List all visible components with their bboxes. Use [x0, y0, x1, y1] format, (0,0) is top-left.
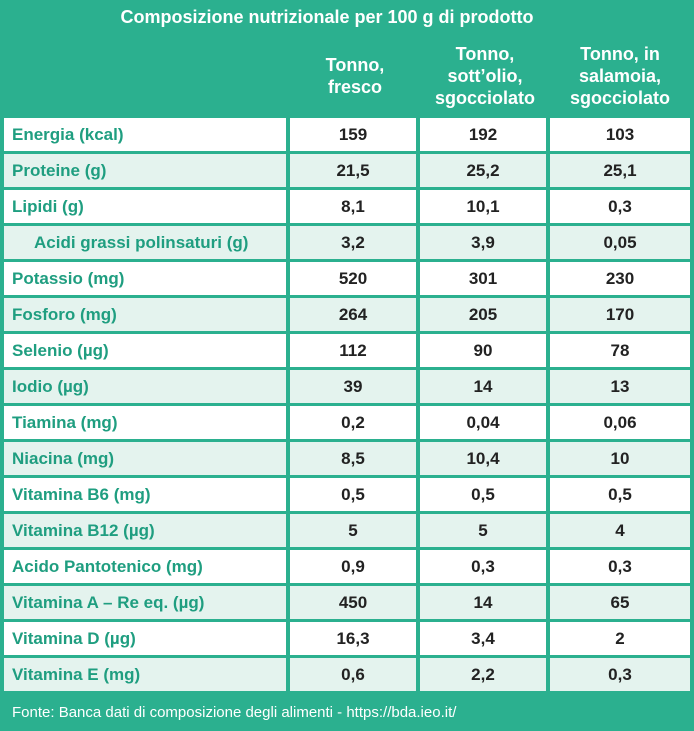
row-label: Vitamina E (mg)	[4, 658, 286, 691]
table-cell: 0,5	[290, 478, 416, 511]
column-header-tonno-salamoia: Tonno, in salamoia, sgocciolato	[550, 38, 690, 114]
table-row: Selenio (µg) 112 90 78	[0, 334, 694, 370]
row-label: Selenio (µg)	[4, 334, 286, 367]
table-cell: 159	[290, 118, 416, 151]
table-row: Acido Pantotenico (mg) 0,9 0,3 0,3	[0, 550, 694, 586]
table-cell: 0,3	[550, 190, 690, 223]
table-cell: 21,5	[290, 154, 416, 187]
table-cell: 78	[550, 334, 690, 367]
table-row: Acidi grassi polinsaturi (g) 3,2 3,9 0,05	[0, 226, 694, 262]
table-cell: 8,5	[290, 442, 416, 475]
table-row: Vitamina B6 (mg) 0,5 0,5 0,5	[0, 478, 694, 514]
table-cell: 450	[290, 586, 416, 619]
table-cell: 5	[420, 514, 546, 547]
table-cell: 112	[290, 334, 416, 367]
table-row: Iodio (µg) 39 14 13	[0, 370, 694, 406]
table-cell: 230	[550, 262, 690, 295]
table-row: Lipidi (g) 8,1 10,1 0,3	[0, 190, 694, 226]
table-row: Energia (kcal) 159 192 103	[0, 118, 694, 154]
table-cell: 0,3	[420, 550, 546, 583]
table-row: Niacina (mg) 8,5 10,4 10	[0, 442, 694, 478]
table-cell: 4	[550, 514, 690, 547]
column-header-tonno-sottolio: Tonno, sott’olio, sgocciolato	[420, 38, 550, 114]
row-label: Lipidi (g)	[4, 190, 286, 223]
table-row: Tiamina (mg) 0,2 0,04 0,06	[0, 406, 694, 442]
source-footnote: Fonte: Banca dati di composizione degli …	[12, 703, 457, 721]
table-cell: 0,04	[420, 406, 546, 439]
table-cell: 0,06	[550, 406, 690, 439]
table-cell: 16,3	[290, 622, 416, 655]
table-title: Composizione nutrizionale per 100 g di p…	[120, 6, 534, 27]
row-label: Energia (kcal)	[4, 118, 286, 151]
table-row: Vitamina A – Re eq. (µg) 450 14 65	[0, 586, 694, 622]
table-cell: 0,5	[420, 478, 546, 511]
table-cell: 65	[550, 586, 690, 619]
row-label: Tiamina (mg)	[4, 406, 286, 439]
table-cell: 0,2	[290, 406, 416, 439]
table-cell: 520	[290, 262, 416, 295]
row-label: Acido Pantotenico (mg)	[4, 550, 286, 583]
table-cell: 0,5	[550, 478, 690, 511]
table-cell: 192	[420, 118, 546, 151]
table-cell: 25,1	[550, 154, 690, 187]
table-cell: 264	[290, 298, 416, 331]
row-label: Vitamina B6 (mg)	[4, 478, 286, 511]
table-cell: 25,2	[420, 154, 546, 187]
table-cell: 10,1	[420, 190, 546, 223]
table-cell: 205	[420, 298, 546, 331]
table-cell: 103	[550, 118, 690, 151]
table-cell: 13	[550, 370, 690, 403]
table-cell: 0,3	[550, 658, 690, 691]
table-cell: 8,1	[290, 190, 416, 223]
table-cell: 10,4	[420, 442, 546, 475]
table-cell: 5	[290, 514, 416, 547]
column-header-tonno-fresco: Tonno, fresco	[290, 38, 420, 114]
table-row: Potassio (mg) 520 301 230	[0, 262, 694, 298]
row-label: Proteine (g)	[4, 154, 286, 187]
table-cell: 3,4	[420, 622, 546, 655]
row-label: Vitamina D (µg)	[4, 622, 286, 655]
table-row: Vitamina B12 (µg) 5 5 4	[0, 514, 694, 550]
table-cell: 10	[550, 442, 690, 475]
table-cell: 90	[420, 334, 546, 367]
table-row: Fosforo (mg) 264 205 170	[0, 298, 694, 334]
table-cell: 2	[550, 622, 690, 655]
table-cell: 3,2	[290, 226, 416, 259]
row-label: Vitamina B12 (µg)	[4, 514, 286, 547]
table-row: Vitamina D (µg) 16,3 3,4 2	[0, 622, 694, 658]
row-label: Niacina (mg)	[4, 442, 286, 475]
row-label: Fosforo (mg)	[4, 298, 286, 331]
column-header-label: Tonno, sott’olio, sgocciolato	[434, 44, 536, 108]
row-label: Potassio (mg)	[4, 262, 286, 295]
row-label: Acidi grassi polinsaturi (g)	[4, 226, 286, 259]
column-header-label: Tonno, in salamoia, sgocciolato	[569, 44, 671, 108]
table-cell: 170	[550, 298, 690, 331]
table-cell: 0,9	[290, 550, 416, 583]
table-cell: 14	[420, 370, 546, 403]
column-header-label: Tonno, fresco	[325, 55, 385, 97]
table-cell: 3,9	[420, 226, 546, 259]
table-cell: 301	[420, 262, 546, 295]
table-cell: 39	[290, 370, 416, 403]
table-row: Proteine (g) 21,5 25,2 25,1	[0, 154, 694, 190]
table-cell: 0,05	[550, 226, 690, 259]
table-row: Vitamina E (mg) 0,6 2,2 0,3	[0, 658, 694, 694]
table-cell: 2,2	[420, 658, 546, 691]
table-cell: 0,6	[290, 658, 416, 691]
row-label: Vitamina A – Re eq. (µg)	[4, 586, 286, 619]
table-cell: 14	[420, 586, 546, 619]
table-cell: 0,3	[550, 550, 690, 583]
column-headers: Tonno, fresco Tonno, sott’olio, sgocciol…	[0, 38, 694, 114]
table-body: Energia (kcal) 159 192 103 Proteine (g) 21,5 2…	[0, 118, 694, 691]
row-label: Iodio (µg)	[4, 370, 286, 403]
